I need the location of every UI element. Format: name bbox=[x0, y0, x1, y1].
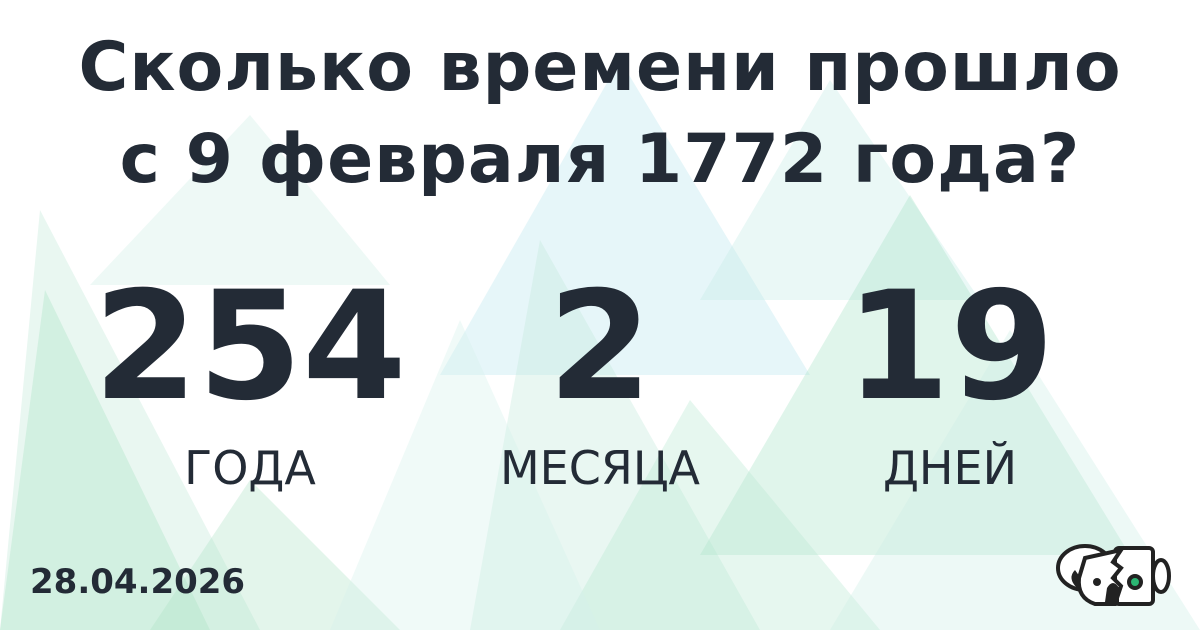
months-value: 2 bbox=[547, 260, 653, 434]
days-label: ДНЕЙ bbox=[882, 441, 1017, 495]
koala-robot-logo bbox=[1056, 544, 1171, 606]
page-title: Сколько времени прошло с 9 февраля 1772 … bbox=[0, 22, 1200, 206]
years-label: ГОДА bbox=[184, 441, 316, 495]
months-label: МЕСЯЦА bbox=[499, 441, 700, 495]
title-line-1: Сколько времени прошло bbox=[78, 28, 1122, 107]
days-value: 19 bbox=[845, 260, 1055, 434]
title-line-2: с 9 февраля 1772 года? bbox=[119, 120, 1081, 199]
current-date: 28.04.2026 bbox=[30, 562, 246, 602]
years-value: 254 bbox=[93, 260, 407, 434]
